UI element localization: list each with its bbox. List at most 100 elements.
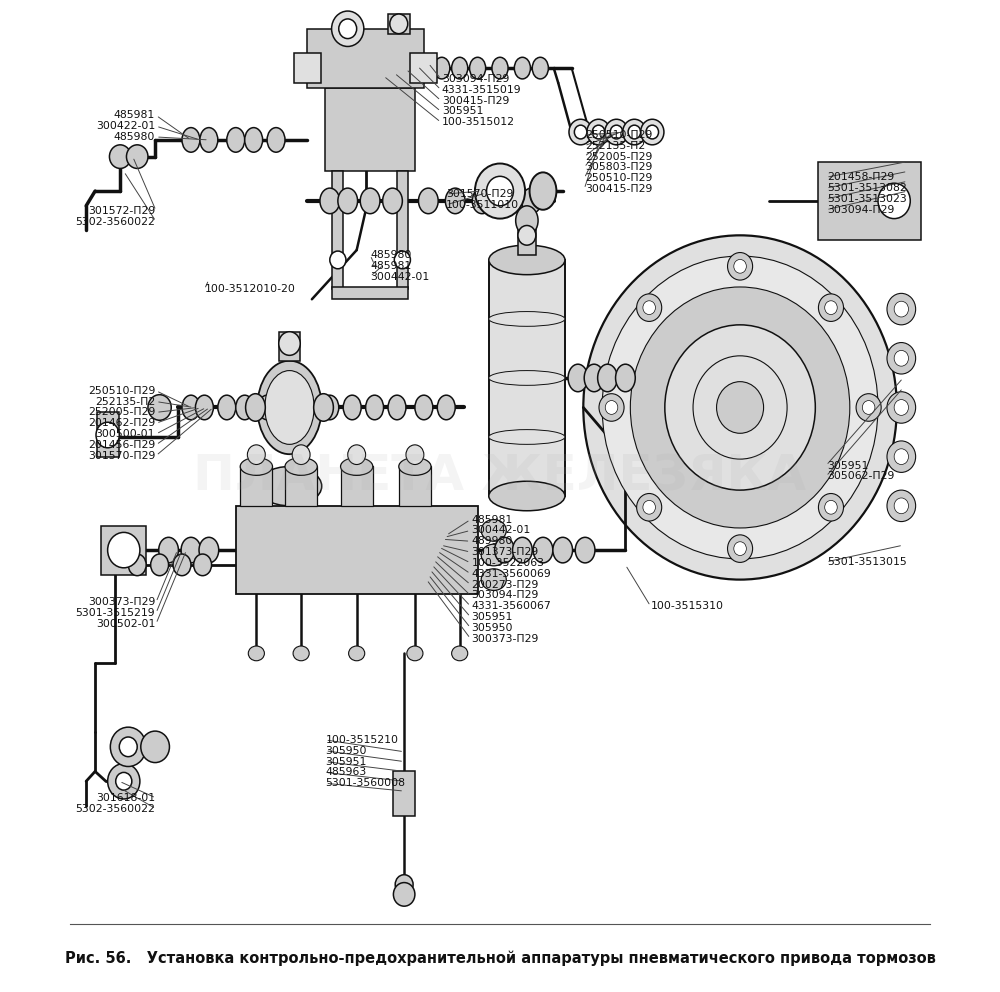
Ellipse shape [388,395,406,420]
Ellipse shape [341,457,373,475]
Ellipse shape [553,538,573,562]
Circle shape [734,260,746,273]
Text: 305950: 305950 [325,746,367,756]
Text: 485981: 485981 [471,515,513,525]
Bar [294,54,321,83]
Circle shape [628,125,641,139]
Circle shape [605,119,628,145]
Text: 301373-П29: 301373-П29 [471,547,539,558]
Circle shape [518,225,536,245]
Ellipse shape [383,188,402,213]
Ellipse shape [151,555,169,575]
Ellipse shape [182,395,200,420]
Ellipse shape [314,394,333,422]
Text: 485980: 485980 [114,132,155,142]
Circle shape [292,444,310,464]
Ellipse shape [321,395,339,420]
Bar [410,54,437,83]
Ellipse shape [598,364,617,392]
Ellipse shape [472,188,492,213]
Circle shape [108,533,140,567]
Text: 252135-П2: 252135-П2 [95,397,155,407]
Ellipse shape [616,364,635,392]
Ellipse shape [481,545,506,565]
Circle shape [109,145,131,169]
Ellipse shape [514,58,530,79]
Text: 100-3512010-20: 100-3512010-20 [204,285,295,295]
Circle shape [279,331,300,355]
Text: 200273-П29: 200273-П29 [471,579,539,589]
Text: 252005-П29: 252005-П29 [585,152,652,162]
Circle shape [475,164,525,218]
Circle shape [630,287,850,528]
Circle shape [728,253,753,280]
Ellipse shape [293,646,309,661]
Ellipse shape [258,395,276,420]
Ellipse shape [257,466,322,506]
Ellipse shape [240,457,272,475]
Text: 301618-01: 301618-01 [96,793,155,803]
Polygon shape [325,87,415,172]
Ellipse shape [495,538,514,562]
Circle shape [637,493,662,521]
Circle shape [587,119,610,145]
Ellipse shape [434,58,450,79]
Ellipse shape [415,395,433,420]
Text: 300442-01: 300442-01 [370,272,429,282]
Circle shape [887,490,916,522]
Bar [393,772,415,815]
Circle shape [108,764,140,799]
Ellipse shape [513,538,532,562]
Text: 300422-01: 300422-01 [96,121,155,131]
Circle shape [643,500,655,514]
Ellipse shape [499,188,519,213]
Circle shape [332,11,364,47]
Text: 301572-П29: 301572-П29 [88,205,155,215]
Circle shape [623,119,646,145]
Ellipse shape [530,173,556,209]
Ellipse shape [194,555,212,575]
Ellipse shape [200,128,218,152]
Ellipse shape [516,205,538,235]
Ellipse shape [533,538,553,562]
Text: ПЛАНЕТА ЖЕЛЕЗЯКА: ПЛАНЕТА ЖЕЛЕЗЯКА [193,452,807,500]
Text: 305951: 305951 [827,460,868,470]
Ellipse shape [584,364,604,392]
Ellipse shape [338,188,358,213]
Ellipse shape [248,646,264,661]
Ellipse shape [366,395,384,420]
Text: 305951: 305951 [442,106,483,116]
Text: 485981: 485981 [114,110,155,120]
Text: 305062-П29: 305062-П29 [827,471,894,481]
Ellipse shape [128,555,146,575]
Bar [341,466,373,506]
Ellipse shape [452,58,468,79]
Text: 100-3522063: 100-3522063 [471,558,544,567]
Text: 485980: 485980 [370,250,411,260]
Ellipse shape [407,646,423,661]
Text: 4331-3560069: 4331-3560069 [471,568,551,578]
Circle shape [96,423,119,447]
Circle shape [894,498,908,514]
Text: 303094-П29: 303094-П29 [471,590,539,600]
Text: 201462-П29: 201462-П29 [88,419,155,429]
Text: 252005-П29: 252005-П29 [88,408,155,418]
Text: 485963: 485963 [325,768,367,778]
Polygon shape [818,162,921,240]
Ellipse shape [418,188,438,213]
Text: 5301-3513015: 5301-3513015 [827,557,907,566]
Circle shape [487,177,513,205]
Ellipse shape [181,538,201,562]
Circle shape [592,125,605,139]
Ellipse shape [195,395,213,420]
Bar [101,526,146,574]
Text: 5301-3513082: 5301-3513082 [827,184,907,193]
Circle shape [610,125,623,139]
Text: 305951: 305951 [471,612,513,622]
Circle shape [641,119,664,145]
Bar [518,225,536,255]
Ellipse shape [489,430,565,444]
Ellipse shape [489,481,565,511]
Circle shape [818,294,844,321]
Ellipse shape [481,520,506,542]
